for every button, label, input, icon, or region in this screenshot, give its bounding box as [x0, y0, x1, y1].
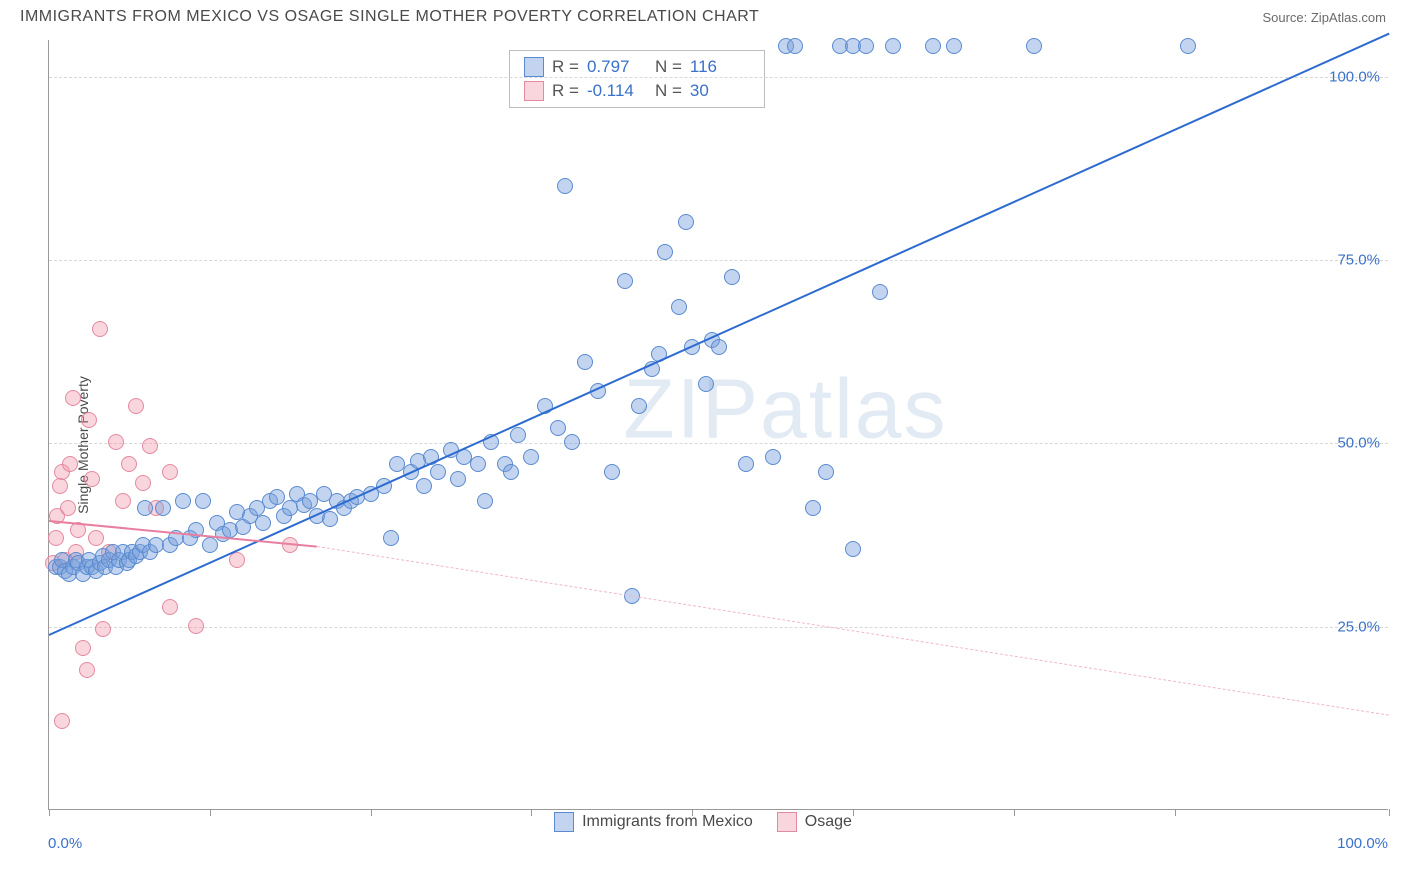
legend-item-b: Osage: [777, 812, 852, 832]
point-osage: [65, 390, 81, 406]
point-osage: [108, 434, 124, 450]
point-mexico: [557, 178, 573, 194]
point-mexico: [1180, 38, 1196, 54]
point-mexico: [818, 464, 834, 480]
point-mexico: [550, 420, 566, 436]
gridline: [49, 77, 1388, 78]
point-mexico: [523, 449, 539, 465]
point-osage: [95, 621, 111, 637]
point-mexico: [925, 38, 941, 54]
point-mexico: [416, 478, 432, 494]
point-osage: [75, 640, 91, 656]
point-mexico: [845, 541, 861, 557]
y-tick-label: 25.0%: [1337, 618, 1380, 635]
stats-row-b: R = -0.114 N = 30: [524, 79, 750, 103]
point-osage: [48, 530, 64, 546]
point-mexico: [631, 398, 647, 414]
point-mexico: [503, 464, 519, 480]
point-mexico: [137, 500, 153, 516]
point-osage: [79, 662, 95, 678]
point-mexico: [671, 299, 687, 315]
point-osage: [115, 493, 131, 509]
y-tick-label: 75.0%: [1337, 252, 1380, 269]
y-tick-label: 100.0%: [1329, 68, 1380, 85]
point-mexico: [657, 244, 673, 260]
point-mexico: [175, 493, 191, 509]
point-mexico: [765, 449, 781, 465]
point-mexico: [738, 456, 754, 472]
point-osage: [135, 475, 151, 491]
source-link[interactable]: ZipAtlas.com: [1311, 10, 1386, 25]
point-osage: [88, 530, 104, 546]
point-mexico: [255, 515, 271, 531]
swatch-a-icon: [524, 57, 544, 77]
point-mexico: [885, 38, 901, 54]
swatch-a-icon: [554, 812, 574, 832]
point-osage: [62, 456, 78, 472]
point-mexico: [564, 434, 580, 450]
stats-row-a: R = 0.797 N = 116: [524, 55, 750, 79]
point-mexico: [477, 493, 493, 509]
plot-area: ZIPatlas R = 0.797 N = 116 R = -0.114 N …: [48, 40, 1388, 810]
point-mexico: [858, 38, 874, 54]
point-osage: [162, 599, 178, 615]
point-mexico: [604, 464, 620, 480]
point-mexico: [1026, 38, 1042, 54]
point-mexico: [450, 471, 466, 487]
x-axis-max-label: 100.0%: [1337, 835, 1388, 852]
gridline: [49, 443, 1388, 444]
point-mexico: [711, 339, 727, 355]
point-mexico: [787, 38, 803, 54]
point-mexico: [617, 273, 633, 289]
point-osage: [81, 412, 97, 428]
point-osage: [162, 464, 178, 480]
point-osage: [54, 713, 70, 729]
point-osage: [52, 478, 68, 494]
point-osage: [92, 321, 108, 337]
point-osage: [84, 471, 100, 487]
gridline: [49, 260, 1388, 261]
point-mexico: [805, 500, 821, 516]
point-mexico: [724, 269, 740, 285]
trendline-osage-extrapolated: [317, 546, 1389, 716]
point-mexico: [872, 284, 888, 300]
trendline-mexico: [49, 33, 1390, 636]
point-osage: [121, 456, 137, 472]
x-axis-min-label: 0.0%: [48, 835, 82, 852]
source-attribution: Source: ZipAtlas.com: [1262, 10, 1386, 25]
point-mexico: [577, 354, 593, 370]
point-mexico: [322, 511, 338, 527]
point-osage: [128, 398, 144, 414]
legend-item-a: Immigrants from Mexico: [554, 812, 753, 832]
swatch-b-icon: [524, 81, 544, 101]
point-mexico: [383, 530, 399, 546]
point-osage: [60, 500, 76, 516]
point-mexico: [698, 376, 714, 392]
point-mexico: [678, 214, 694, 230]
gridline: [49, 627, 1388, 628]
point-mexico: [269, 489, 285, 505]
point-mexico: [510, 427, 526, 443]
point-mexico: [195, 493, 211, 509]
point-mexico: [202, 537, 218, 553]
swatch-b-icon: [777, 812, 797, 832]
point-mexico: [470, 456, 486, 472]
point-osage: [188, 618, 204, 634]
y-tick-label: 50.0%: [1337, 435, 1380, 452]
point-mexico: [946, 38, 962, 54]
stats-legend: R = 0.797 N = 116 R = -0.114 N = 30: [509, 50, 765, 108]
point-osage: [142, 438, 158, 454]
chart-title: IMMIGRANTS FROM MEXICO VS OSAGE SINGLE M…: [20, 8, 759, 26]
header: IMMIGRANTS FROM MEXICO VS OSAGE SINGLE M…: [0, 0, 1406, 30]
series-legend: Immigrants from Mexico Osage: [0, 812, 1406, 832]
chart-container: Single Mother Poverty ZIPatlas R = 0.797…: [0, 30, 1406, 860]
point-mexico: [430, 464, 446, 480]
point-mexico: [155, 500, 171, 516]
